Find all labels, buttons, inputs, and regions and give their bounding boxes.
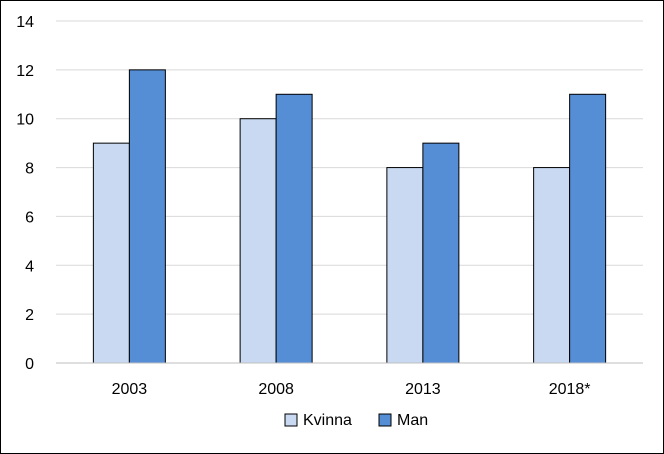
bar-kvinna-2018 (533, 167, 571, 364)
legend-label-man: Man (397, 412, 428, 429)
y-tick-label: 12 (16, 63, 34, 80)
legend-label-kvinna: Kvinna (303, 412, 352, 429)
x-tick-label: 2013 (405, 381, 441, 398)
bar-kvinna-2013 (386, 167, 424, 364)
bar-man-2013 (422, 142, 460, 364)
y-tick-label: 2 (25, 307, 34, 324)
bar-kvinna-2008 (239, 118, 277, 364)
bar-man-2008 (275, 93, 313, 364)
bar-kvinna-2003 (92, 142, 130, 364)
legend-swatch-kvinna (284, 413, 298, 427)
y-tick-label: 6 (25, 209, 34, 226)
y-tick-label: 4 (25, 258, 34, 275)
x-tick-label: 2003 (112, 381, 148, 398)
y-tick-label: 10 (16, 112, 34, 129)
axes: 0 2 4 6 8 10 12 14 2003 2008 2013 2018* (16, 14, 643, 398)
y-tick-label: 8 (25, 161, 34, 178)
y-tick-label: 0 (25, 356, 34, 373)
bar-man-2003 (128, 69, 166, 364)
legend: Kvinna Man (284, 412, 428, 429)
bar-man-2018 (569, 93, 607, 364)
bars (92, 69, 607, 364)
x-tick-label: 2008 (258, 381, 294, 398)
legend-swatch-man (378, 413, 392, 427)
y-tick-label: 14 (16, 14, 34, 31)
x-tick-label: 2018* (549, 381, 591, 398)
